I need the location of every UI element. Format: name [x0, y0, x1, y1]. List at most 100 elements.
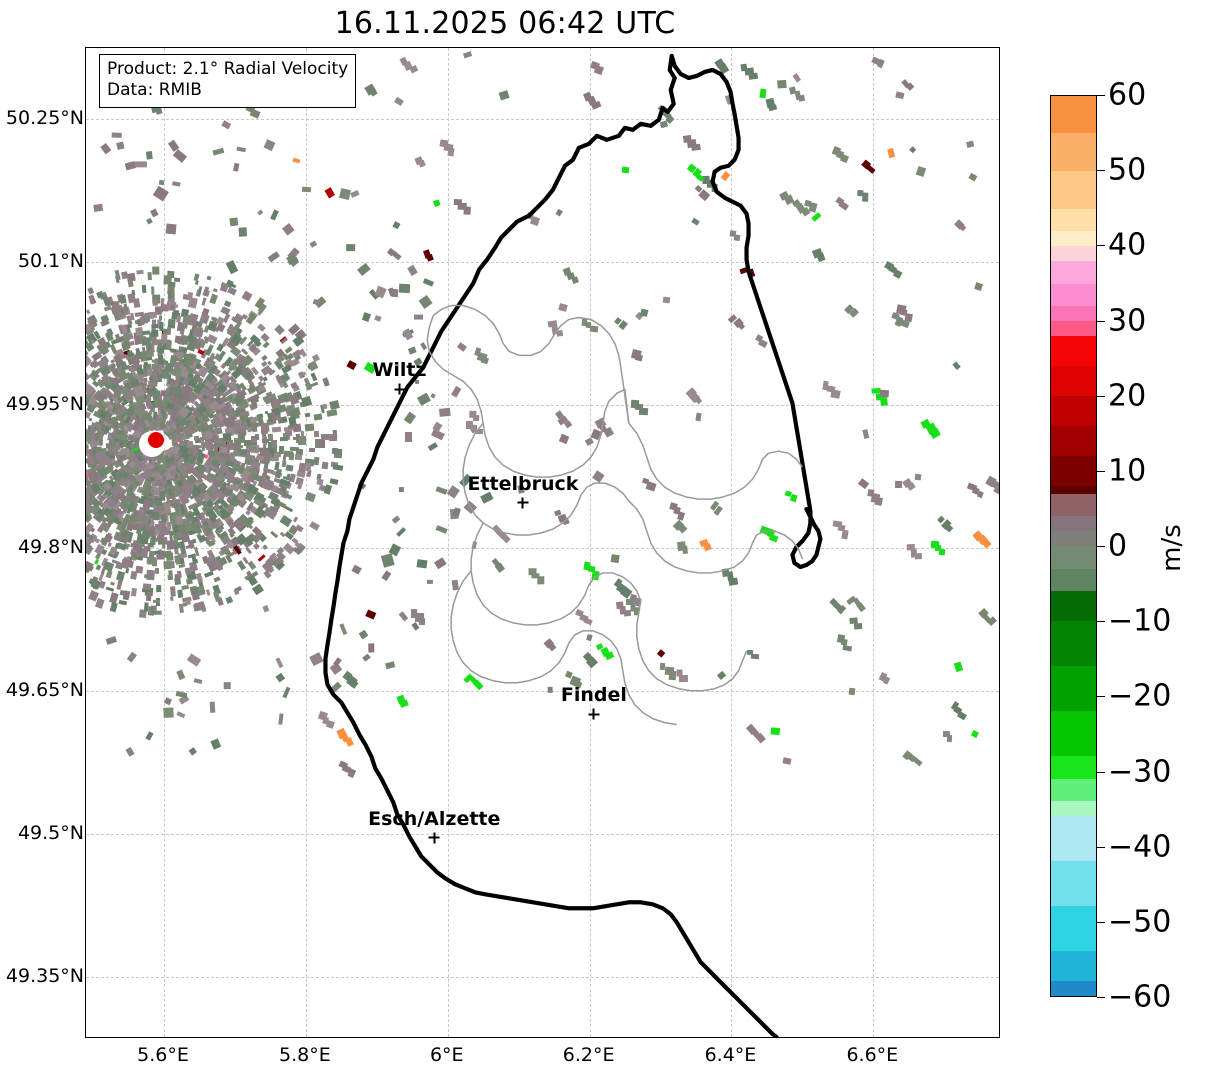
colorbar-band [1051, 261, 1096, 285]
x-axis-tick-label: 6.2°E [562, 1044, 615, 1066]
colorbar-tick-label: 50 [1108, 152, 1147, 188]
colorbar-tick-label: 60 [1108, 77, 1147, 113]
internal-boundaries [426, 304, 804, 726]
colorbar-band [1051, 711, 1096, 758]
colorbar-band [1051, 951, 1096, 983]
colorbar-tick-label: −20 [1108, 678, 1172, 714]
colorbar-band [1051, 546, 1096, 570]
colorbar-band [1051, 395, 1096, 428]
colorbar-tick [1097, 997, 1105, 998]
colorbar-tick [1097, 245, 1105, 247]
colorbar-tick-label: −10 [1108, 603, 1172, 639]
colorbar-band [1051, 778, 1096, 803]
colorbar-tick [1097, 921, 1105, 923]
colorbar-tick-label: 30 [1108, 303, 1147, 338]
y-axis-tick-label: 49.5°N [17, 822, 84, 845]
colorbar-band [1051, 133, 1096, 173]
colorbar-tick-label: −50 [1108, 904, 1172, 940]
colorbar-tick [1097, 95, 1105, 96]
colorbar-tick [1097, 621, 1105, 623]
colorbar-band [1051, 568, 1096, 593]
radar-site-marker[interactable] [147, 431, 164, 448]
gridline-vertical [589, 48, 591, 1037]
colorbar-tick-label: −40 [1108, 829, 1172, 865]
colorbar-tick [1097, 696, 1105, 698]
gridline-horizontal [86, 119, 999, 121]
colorbar-tick-label: −60 [1108, 979, 1172, 1015]
x-axis-tick-label: 6.4°E [704, 1044, 757, 1066]
country-border-luxembourg [323, 53, 779, 1037]
y-axis-tick-label: 50.25°N [5, 107, 84, 130]
colorbar-band [1051, 801, 1096, 818]
y-axis-tick-label: 50.1°N [17, 250, 84, 273]
page-title: 16.11.2025 06:42 UTC [334, 6, 676, 41]
colorbar-tick-label: 40 [1108, 227, 1147, 263]
colorbar-band [1051, 861, 1096, 908]
gridline-vertical [873, 48, 875, 1037]
colorbar-band [1051, 486, 1096, 495]
colorbar-band [1051, 208, 1096, 233]
colorbar-tick [1097, 395, 1105, 397]
x-axis-tick-label: 5.6°E [137, 1044, 189, 1066]
colorbar-band [1051, 170, 1096, 210]
colorbar-band [1051, 531, 1096, 548]
colorbar-band [1051, 306, 1096, 323]
colorbar-band [1051, 456, 1096, 488]
colorbar-band [1051, 996, 1096, 997]
colorbar-band [1051, 96, 1096, 135]
x-axis-tick-label: 6°E [429, 1044, 464, 1066]
y-axis-tick-label: 49.95°N [5, 393, 84, 416]
colorbar[interactable] [1050, 95, 1097, 997]
colorbar-band [1051, 621, 1096, 668]
city-marker-esch-alzette [428, 832, 440, 844]
colorbar-band [1051, 231, 1096, 248]
radar-map-plot[interactable]: Wiltz Ettelbruck Findel Esch/Alzette Produc… [85, 47, 1000, 1038]
colorbar-tick-label: 20 [1108, 378, 1147, 414]
map-outline-layer [323, 53, 823, 1037]
gridline-vertical [447, 48, 449, 1037]
colorbar-band [1051, 366, 1096, 398]
colorbar-band [1051, 756, 1096, 780]
gridline-vertical [731, 48, 733, 1037]
colorbar-band [1051, 516, 1096, 533]
gridline-horizontal [86, 548, 999, 550]
colorbar-unit-label: m/s [1157, 524, 1187, 572]
colorbar-gradient [1050, 95, 1097, 997]
city-label-ettelbruck: Ettelbruck [467, 472, 579, 495]
colorbar-tick [1097, 846, 1105, 848]
colorbar-band [1051, 245, 1096, 263]
colorbar-band [1051, 981, 1096, 996]
colorbar-tick-label: −30 [1108, 754, 1172, 789]
gridline-horizontal [86, 834, 999, 836]
gridline-horizontal [86, 977, 999, 979]
gridline-horizontal [86, 691, 999, 693]
x-axis-tick-label: 6.6°E [846, 1044, 899, 1066]
colorbar-band [1051, 906, 1096, 953]
colorbar-tick [1097, 170, 1105, 172]
country-border-east [669, 53, 823, 570]
city-marker-ettelbruck [517, 497, 529, 509]
city-label-wiltz: Wiltz [372, 359, 427, 382]
colorbar-band [1051, 591, 1096, 623]
gridline-horizontal [86, 262, 999, 264]
info-legend-box: Product: 2.1° Radial Velocity Data: RMIB [99, 54, 357, 108]
colorbar-tick [1097, 546, 1105, 547]
colorbar-band [1051, 321, 1096, 338]
colorbar-tick [1097, 771, 1105, 773]
x-axis-tick-label: 5.8°E [279, 1044, 331, 1066]
city-marker-findel [588, 708, 600, 720]
colorbar-band [1051, 816, 1096, 863]
colorbar-tick [1097, 320, 1105, 322]
gridline-vertical [305, 48, 307, 1037]
y-axis-tick-label: 49.8°N [17, 536, 84, 559]
colorbar-band [1051, 493, 1096, 518]
y-axis-tick-label: 49.65°N [5, 679, 84, 702]
colorbar-tick [1097, 470, 1105, 472]
info-product-line: Product: 2.1° Radial Velocity [107, 59, 349, 79]
city-label-esch-alzette: Esch/Alzette [368, 807, 501, 830]
colorbar-tick-label: 10 [1108, 453, 1147, 489]
city-label-findel: Findel [560, 684, 627, 707]
gridline-horizontal [86, 405, 999, 407]
city-marker-wiltz [394, 383, 405, 395]
y-axis-tick-label: 49.35°N [5, 965, 84, 988]
